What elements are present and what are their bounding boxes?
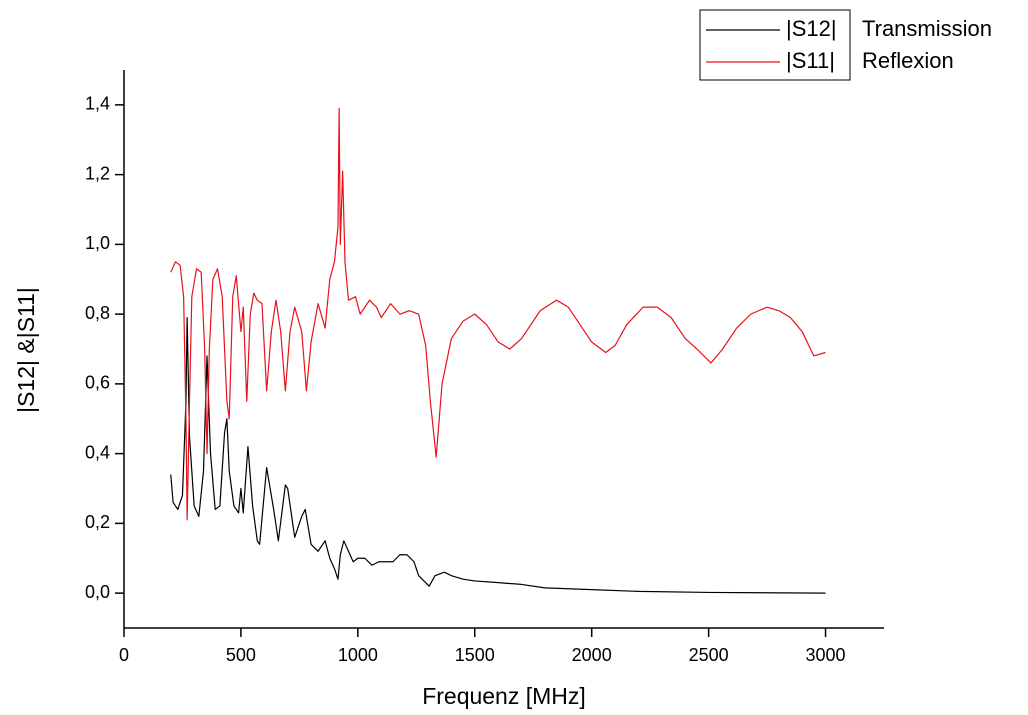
y-tick-label: 1,2 xyxy=(85,163,110,183)
x-tick-label: 1000 xyxy=(338,645,378,665)
y-tick-label: 0,2 xyxy=(85,512,110,532)
legend-label: |S12| xyxy=(786,16,837,41)
y-axis-title: |S12| &|S11| xyxy=(13,287,39,413)
legend-label: |S11| xyxy=(786,48,835,73)
x-tick-label: 0 xyxy=(119,645,129,665)
y-tick-label: 1,0 xyxy=(85,233,110,253)
legend-description: Reflexion xyxy=(862,48,954,73)
series-line xyxy=(170,107,826,521)
x-tick-label: 2000 xyxy=(572,645,612,665)
x-tick-label: 3000 xyxy=(806,645,846,665)
y-tick-label: 0,8 xyxy=(85,303,110,323)
y-tick-label: 0,4 xyxy=(85,442,110,462)
x-axis-title: Frequenz [MHz] xyxy=(422,683,586,709)
legend xyxy=(699,9,851,81)
y-tick-label: 1,4 xyxy=(85,94,110,114)
x-tick-label: 500 xyxy=(226,645,256,665)
x-tick-label: 2500 xyxy=(689,645,729,665)
legend-description: Transmission xyxy=(862,16,992,41)
y-tick-label: 0,0 xyxy=(85,582,110,602)
legend-box xyxy=(699,9,851,81)
y-tick-label: 0,6 xyxy=(85,373,110,393)
x-tick-label: 1500 xyxy=(455,645,495,665)
series-line xyxy=(170,317,826,594)
